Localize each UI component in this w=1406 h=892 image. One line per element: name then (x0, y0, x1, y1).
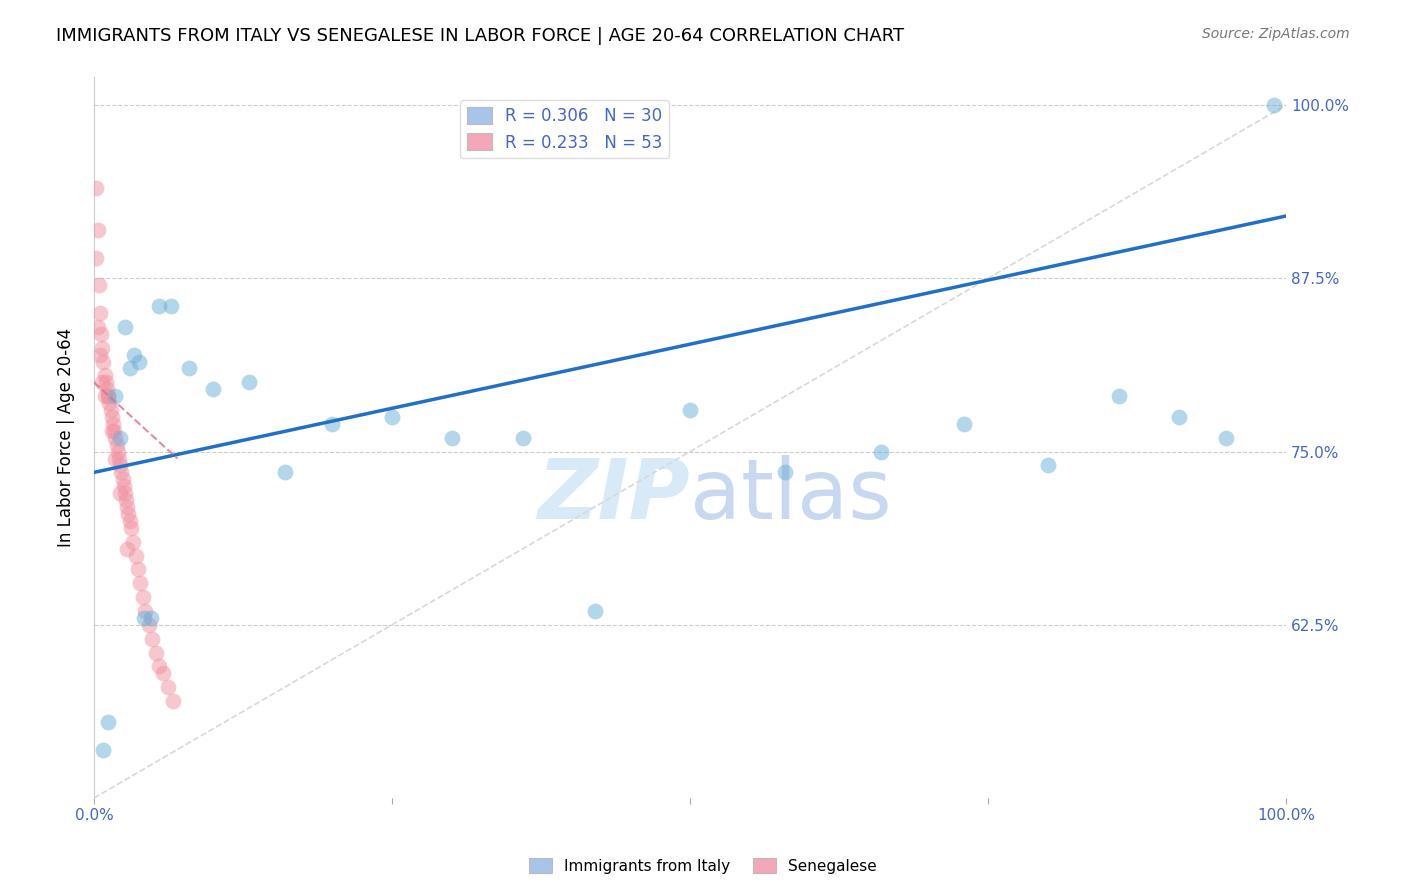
Point (117, 500, 139, 514)
Point (775, 466, 797, 480)
Point (679, 403, 702, 417)
Point (104, 389, 127, 403)
Point (124, 348, 146, 362)
Text: IMMIGRANTS FROM ITALY VS SENEGALESE IN LABOR FORCE | AGE 20-64 CORRELATION CHART: IMMIGRANTS FROM ITALY VS SENEGALESE IN L… (56, 27, 904, 45)
Point (321, 417, 343, 431)
Point (440, 431, 463, 445)
Point (162, 694, 184, 708)
Point (86, 223, 108, 237)
Point (381, 409, 404, 424)
Point (87, 278, 110, 293)
Point (93, 354, 115, 368)
Point (179, 361, 201, 376)
Point (145, 646, 167, 660)
Point (91, 376, 114, 390)
Point (1108, 389, 1130, 403)
Point (118, 514, 141, 528)
Point (103, 424, 125, 438)
Legend: R = 0.306   N = 30, R = 0.233   N = 53: R = 0.306 N = 30, R = 0.233 N = 53 (460, 100, 669, 158)
Legend: Immigrants from Italy, Senegalese: Immigrants from Italy, Senegalese (523, 852, 883, 880)
Point (104, 451, 127, 466)
Point (148, 659, 170, 673)
Point (117, 507, 139, 521)
Point (86, 251, 108, 265)
Point (156, 680, 179, 694)
Point (114, 486, 136, 500)
Point (94, 376, 117, 390)
Point (112, 479, 135, 493)
Point (114, 319, 136, 334)
Point (1215, 431, 1237, 445)
Point (115, 493, 138, 508)
Point (110, 466, 132, 480)
Point (96, 382, 118, 396)
Point (93, 389, 115, 403)
Point (101, 417, 124, 431)
Point (869, 444, 891, 458)
Point (202, 382, 225, 396)
Point (86, 181, 108, 195)
Point (105, 438, 128, 452)
Point (132, 611, 155, 625)
Point (1036, 458, 1059, 473)
Point (97, 389, 120, 403)
Point (124, 549, 146, 563)
Point (132, 590, 155, 604)
Point (138, 617, 160, 632)
Text: atlas: atlas (690, 455, 891, 536)
Point (104, 431, 127, 445)
Point (141, 632, 163, 646)
Point (111, 472, 134, 486)
Point (134, 604, 156, 618)
Point (120, 521, 142, 535)
Point (273, 466, 295, 480)
Point (90, 326, 112, 341)
Y-axis label: In Labor Force | Age 20-64: In Labor Force | Age 20-64 (58, 328, 75, 548)
Point (238, 376, 260, 390)
Point (160, 299, 183, 313)
Point (91, 341, 114, 355)
Point (93, 368, 115, 383)
Text: Source: ZipAtlas.com: Source: ZipAtlas.com (1202, 27, 1350, 41)
Point (141, 611, 163, 625)
Point (89, 348, 111, 362)
Point (101, 409, 124, 424)
Point (117, 541, 139, 556)
Point (128, 354, 150, 368)
Point (97, 389, 120, 403)
Point (127, 562, 149, 576)
Point (89, 306, 111, 320)
Point (100, 403, 122, 417)
Point (97, 714, 120, 729)
Point (1167, 409, 1189, 424)
Point (118, 361, 141, 376)
Point (101, 424, 124, 438)
Point (93, 742, 115, 756)
Point (107, 444, 129, 458)
Point (108, 451, 131, 466)
Point (953, 417, 976, 431)
Point (148, 299, 170, 313)
Point (108, 486, 131, 500)
Point (86, 319, 108, 334)
Text: ZIP: ZIP (537, 455, 690, 536)
Point (129, 576, 152, 591)
Point (512, 431, 534, 445)
Point (583, 604, 606, 618)
Point (108, 431, 131, 445)
Point (152, 666, 174, 681)
Point (122, 534, 145, 549)
Point (1263, 98, 1285, 112)
Point (108, 458, 131, 473)
Point (98, 396, 121, 410)
